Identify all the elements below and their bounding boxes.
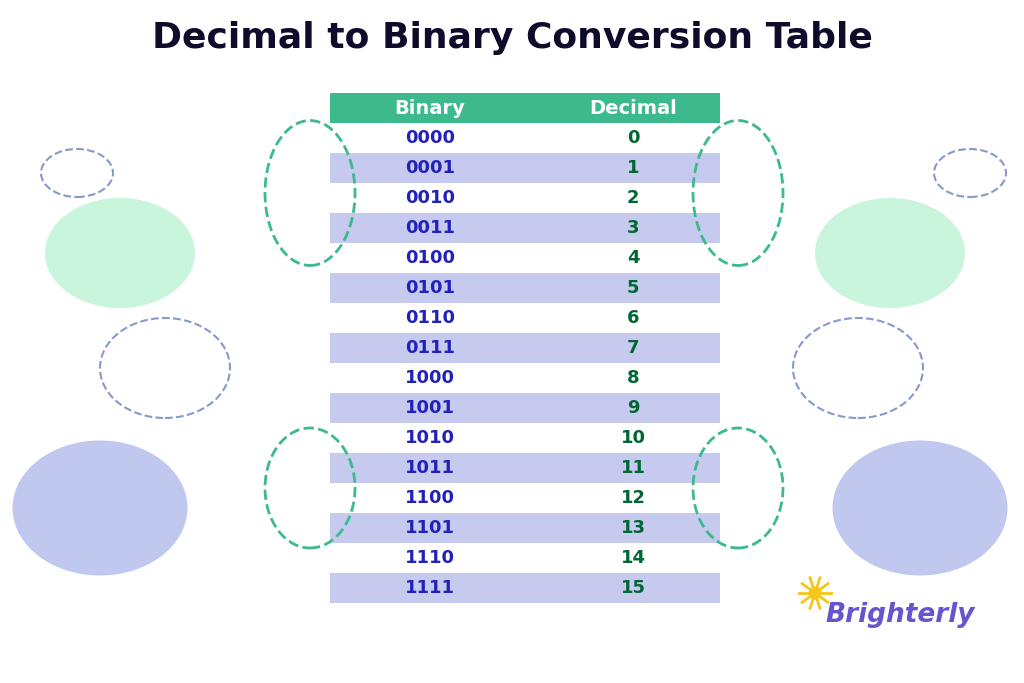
Text: 0101: 0101 bbox=[406, 279, 455, 297]
Text: 5: 5 bbox=[627, 279, 639, 297]
Text: 7: 7 bbox=[627, 339, 639, 357]
Text: 8: 8 bbox=[627, 369, 639, 387]
Text: 6: 6 bbox=[627, 309, 639, 327]
FancyBboxPatch shape bbox=[330, 213, 720, 243]
Text: 1010: 1010 bbox=[406, 429, 455, 447]
Text: 2: 2 bbox=[627, 189, 639, 207]
Text: 0010: 0010 bbox=[406, 189, 455, 207]
Text: 1011: 1011 bbox=[406, 459, 455, 477]
Text: Decimal: Decimal bbox=[589, 98, 677, 117]
Text: 1001: 1001 bbox=[406, 399, 455, 417]
Text: 1101: 1101 bbox=[406, 519, 455, 537]
Text: 1110: 1110 bbox=[406, 549, 455, 567]
Text: 0110: 0110 bbox=[406, 309, 455, 327]
Text: 14: 14 bbox=[621, 549, 645, 567]
Text: 3: 3 bbox=[627, 219, 639, 237]
Text: 1100: 1100 bbox=[406, 489, 455, 507]
Text: 4: 4 bbox=[627, 249, 639, 267]
Text: 10: 10 bbox=[621, 429, 645, 447]
FancyBboxPatch shape bbox=[330, 453, 720, 483]
Text: Binary: Binary bbox=[394, 98, 465, 117]
Text: 13: 13 bbox=[621, 519, 645, 537]
Ellipse shape bbox=[833, 441, 1008, 576]
Text: 0001: 0001 bbox=[406, 159, 455, 177]
FancyBboxPatch shape bbox=[330, 303, 720, 333]
Text: 0011: 0011 bbox=[406, 219, 455, 237]
FancyBboxPatch shape bbox=[330, 93, 720, 123]
FancyBboxPatch shape bbox=[330, 573, 720, 603]
FancyBboxPatch shape bbox=[330, 273, 720, 303]
FancyBboxPatch shape bbox=[330, 333, 720, 363]
Text: 12: 12 bbox=[621, 489, 645, 507]
Text: 0: 0 bbox=[627, 129, 639, 147]
FancyBboxPatch shape bbox=[330, 423, 720, 453]
Text: Decimal to Binary Conversion Table: Decimal to Binary Conversion Table bbox=[152, 21, 872, 55]
Text: 11: 11 bbox=[621, 459, 645, 477]
FancyBboxPatch shape bbox=[330, 393, 720, 423]
Text: 1: 1 bbox=[627, 159, 639, 177]
FancyBboxPatch shape bbox=[330, 483, 720, 513]
Ellipse shape bbox=[815, 198, 965, 308]
FancyBboxPatch shape bbox=[330, 153, 720, 183]
Text: 15: 15 bbox=[621, 579, 645, 597]
FancyBboxPatch shape bbox=[330, 123, 720, 153]
Ellipse shape bbox=[809, 587, 821, 600]
Text: 1000: 1000 bbox=[406, 369, 455, 387]
Text: 0000: 0000 bbox=[406, 129, 455, 147]
Text: 0100: 0100 bbox=[406, 249, 455, 267]
Ellipse shape bbox=[45, 198, 195, 308]
Text: 0111: 0111 bbox=[406, 339, 455, 357]
FancyBboxPatch shape bbox=[330, 513, 720, 543]
FancyBboxPatch shape bbox=[330, 243, 720, 273]
FancyBboxPatch shape bbox=[330, 183, 720, 213]
Text: 1111: 1111 bbox=[406, 579, 455, 597]
FancyBboxPatch shape bbox=[330, 363, 720, 393]
FancyBboxPatch shape bbox=[330, 543, 720, 573]
Ellipse shape bbox=[12, 441, 187, 576]
Text: 9: 9 bbox=[627, 399, 639, 417]
Text: Brighterly: Brighterly bbox=[825, 602, 975, 628]
